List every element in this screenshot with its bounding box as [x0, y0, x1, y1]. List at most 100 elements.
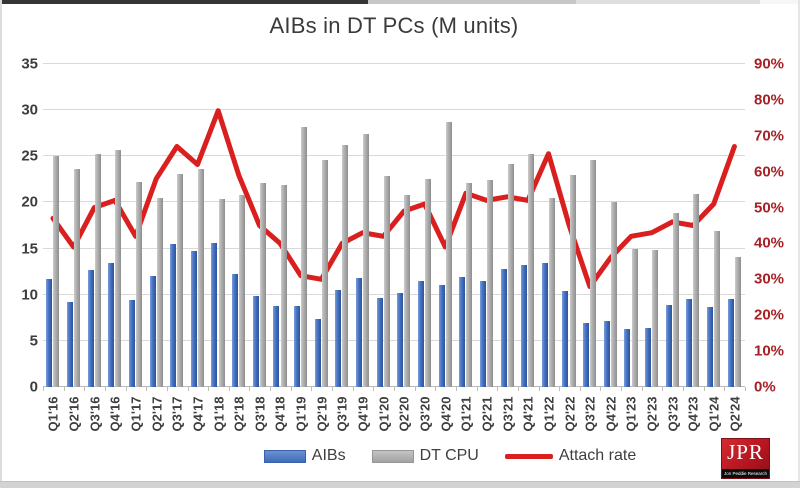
bar-aibs — [479, 280, 486, 387]
jpr-logo-subtext: Jon Peddie Research — [722, 469, 769, 478]
x-axis-label: Q1'16 — [45, 396, 61, 432]
category-tick — [228, 387, 230, 391]
category-tick — [146, 387, 148, 391]
bar-aibs — [66, 302, 73, 387]
bar-aibs — [459, 277, 466, 387]
bar-dt-cpu — [734, 256, 741, 387]
bar-aibs — [583, 323, 590, 387]
pct-tick-label: 20% — [754, 306, 785, 324]
x-axis-label: Q2'19 — [314, 396, 330, 432]
y-tick-label: 15 — [21, 240, 38, 258]
y-tick-label: 5 — [29, 332, 38, 350]
category-tick — [166, 387, 168, 391]
x-axis-label: Q4'16 — [107, 396, 123, 432]
x-axis-label: Q3'22 — [582, 396, 598, 432]
bar-aibs — [603, 320, 610, 387]
bar-dt-cpu — [548, 197, 555, 387]
dt-cpu-swatch-icon — [371, 449, 414, 463]
bar-dt-cpu — [486, 180, 493, 387]
bar-aibs — [170, 244, 177, 387]
pct-tick-label: 30% — [754, 270, 785, 288]
window-left-edge — [0, 0, 2, 488]
x-axis-label: Q2'16 — [66, 396, 82, 432]
x-axis-label: Q4'21 — [520, 396, 536, 432]
category-tick — [538, 387, 540, 391]
chart-title: AIBs in DT PCs (M units) — [269, 13, 519, 38]
x-axis-label: Q2'21 — [479, 396, 495, 432]
x-axis-label: Q4'19 — [355, 396, 371, 432]
bar-dt-cpu — [197, 169, 204, 387]
x-axis-label: Q1'22 — [541, 396, 557, 432]
legend-item-attach-rate: Attach rate — [504, 447, 636, 465]
bar-dt-cpu — [280, 184, 287, 387]
pct-tick-label: 50% — [754, 199, 785, 217]
bar-dt-cpu — [672, 212, 679, 387]
bar-dt-cpu — [363, 134, 370, 387]
x-axis-label: Q3'23 — [665, 396, 681, 432]
bar-aibs — [397, 292, 404, 387]
category-tick — [311, 387, 313, 391]
category-tick — [559, 387, 561, 391]
jpr-logo: JPR Jon Peddie Research — [721, 438, 770, 479]
x-axis-label: Q3'17 — [169, 396, 185, 432]
pct-tick-label: 40% — [754, 234, 785, 252]
x-axis-line — [43, 386, 745, 387]
category-tick — [724, 387, 726, 391]
x-axis-label: Q4'20 — [438, 396, 454, 432]
y-tick-label: 35 — [21, 55, 38, 73]
x-axis-label: Q2'17 — [149, 396, 165, 432]
bar-aibs — [252, 295, 259, 387]
bar-aibs — [46, 279, 53, 387]
x-axis-label: Q2'24 — [727, 396, 743, 432]
bar-dt-cpu — [383, 175, 390, 387]
x-axis-label: Q4'22 — [603, 396, 619, 432]
category-tick — [517, 387, 519, 391]
x-axis-label: Q2'18 — [231, 396, 247, 432]
pct-tick-label: 80% — [754, 91, 785, 109]
bar-dt-cpu — [53, 156, 60, 387]
legend-item-dt-cpu: DT CPU — [371, 447, 479, 465]
y-tick-label: 0 — [29, 378, 38, 396]
bar-aibs — [211, 243, 218, 387]
pct-tick-label: 90% — [754, 55, 785, 73]
bar-aibs — [707, 306, 713, 387]
bar-dt-cpu — [445, 122, 452, 387]
bar-dt-cpu — [404, 195, 411, 387]
bar-aibs — [727, 299, 734, 387]
bar-aibs — [686, 299, 693, 387]
bar-aibs — [335, 290, 342, 387]
category-tick — [249, 387, 251, 391]
x-axis-label: Q3'20 — [417, 396, 433, 432]
bar-aibs — [294, 305, 301, 387]
x-axis-label: Q1'24 — [706, 396, 722, 432]
bar-aibs — [356, 278, 362, 387]
bar-dt-cpu — [714, 231, 721, 387]
bar-aibs — [562, 291, 569, 387]
category-tick — [208, 387, 210, 391]
legend-label-dt-cpu: DT CPU — [419, 447, 479, 464]
bar-aibs — [149, 276, 156, 387]
category-tick — [290, 387, 292, 391]
gridline — [43, 339, 745, 341]
jpr-logo-text: JPR — [727, 440, 764, 464]
x-axis-label: Q2'23 — [644, 396, 660, 432]
y-axis-left-labels: 35 30 25 20 15 10 5 0 — [8, 56, 38, 396]
bar-aibs — [108, 263, 115, 387]
bar-dt-cpu — [507, 163, 514, 387]
category-tick — [641, 387, 643, 391]
x-axis-label: Q4'18 — [272, 396, 288, 432]
pct-tick-label: 0% — [754, 378, 776, 396]
bar-dt-cpu — [466, 183, 473, 387]
bar-dt-cpu — [569, 174, 576, 387]
bar-aibs — [273, 305, 280, 387]
gridline — [43, 63, 745, 64]
pct-tick-label: 10% — [754, 342, 785, 360]
category-tick — [187, 387, 189, 391]
y-axis-right-labels: 90% 80% 70% 60% 50% 40% 30% 20% 10% 0% — [754, 56, 798, 396]
window-top-edge — [0, 0, 800, 4]
legend-label-aibs: AIBs — [311, 447, 346, 464]
x-axis-label: Q1'19 — [293, 396, 309, 432]
bar-dt-cpu — [652, 250, 659, 387]
bar-aibs — [624, 328, 631, 387]
